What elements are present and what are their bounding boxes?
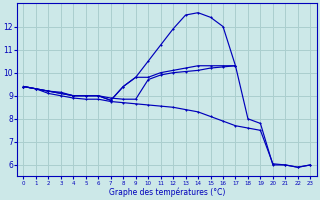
X-axis label: Graphe des températures (°C): Graphe des températures (°C) <box>109 187 225 197</box>
